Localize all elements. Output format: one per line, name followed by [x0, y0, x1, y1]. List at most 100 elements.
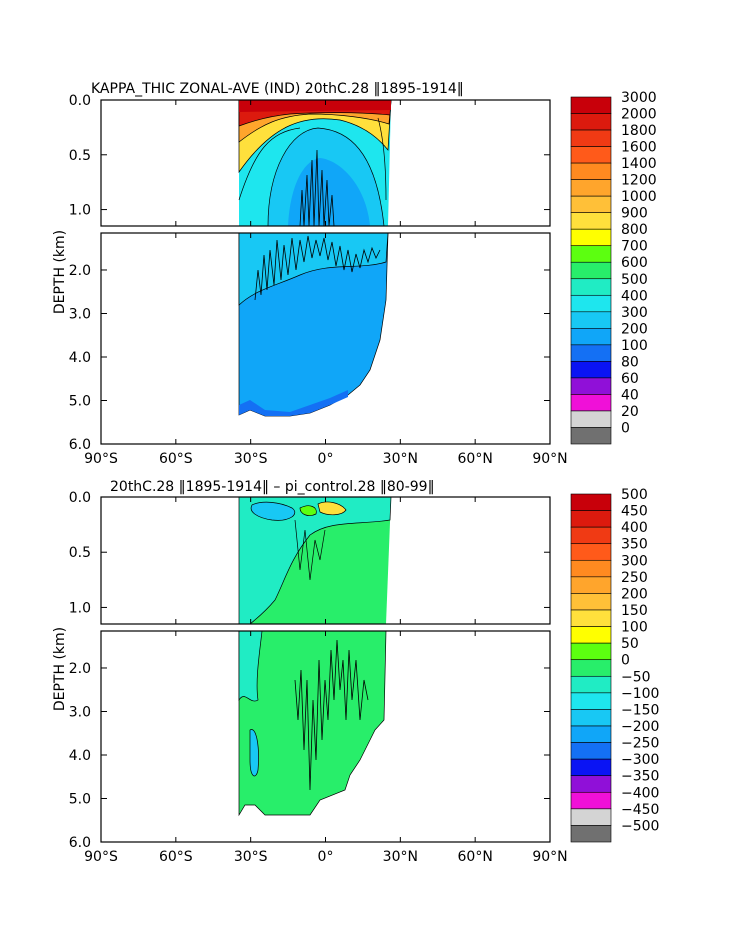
p1-colorbar-label: 40 [621, 387, 639, 403]
p2-colorbar-swatch [570, 510, 612, 528]
p1-ytick-label: 1.0 [69, 203, 91, 219]
p2-colorbar-label: −500 [621, 818, 659, 834]
p2-colorbar-label: 400 [621, 520, 648, 536]
p1-xtick-label: 90°N [532, 451, 567, 467]
p1-colorbar-label: 0 [621, 420, 630, 436]
p1-ytick-label: 5.0 [69, 393, 91, 409]
p1-colorbar-swatch [570, 212, 612, 230]
p1-colorbar-label: 100 [621, 338, 648, 354]
p2-ytick-label: 0.0 [69, 490, 91, 506]
panel-2-axes: 90°S 60°S 30°S 0° 30°N 60°N 90°N 0.0 0.5 1.0 2.0 3.… [69, 490, 568, 865]
p2-colorbar-swatch [570, 626, 612, 644]
p1-ytick-label: 2.0 [69, 263, 91, 279]
p1-colorbar-label: 3000 [621, 90, 657, 106]
p1-ytick-label: 3.0 [69, 306, 91, 322]
p1-colorbar-swatch [570, 410, 612, 428]
panel-2-upper-field [238, 497, 392, 624]
p2-colorbar-swatch [570, 576, 612, 594]
p1-colorbar-swatch [570, 228, 612, 247]
panel-1-title: KAPPA_THIC ZONAL-AVE (IND) 20thC.28 ‖189… [91, 81, 464, 97]
panel-1-axes: 90°S 60°S 30°S 0° 30°N 60°N 90°N 0.0 0.5 1.0 2.0 3.… [69, 93, 568, 467]
p2-colorbar-swatch [570, 775, 612, 793]
p1-contour-b [377, 117, 387, 201]
p2-colorbar-swatch [570, 725, 612, 743]
p2-xtick-label: 60°S [159, 849, 193, 865]
panel-2-title: 20thC.28 ‖1895-1914‖ – pi_control.28 ‖80… [110, 479, 435, 495]
p2-colorbar-swatch [570, 675, 612, 694]
p1-colorbar-label: 500 [621, 272, 648, 288]
p2-colorbar-label: −100 [621, 686, 659, 702]
p1-colorbar-label: 600 [621, 255, 648, 271]
p2-colorbar-label: 0 [621, 653, 630, 669]
p2-colorbar-swatch [570, 609, 612, 627]
p1-colorbar-label: 1800 [621, 123, 657, 139]
p2-colorbar-label: 200 [621, 586, 648, 602]
p1-colorbar-swatch [570, 328, 612, 346]
panel-2-ylabel: DEPTH (km) [52, 627, 68, 711]
p1-colorbar-swatch [570, 344, 612, 362]
p2-colorbar-label: 450 [621, 504, 648, 520]
p1-xtick-label: 0° [318, 451, 334, 467]
p1-colorbar-label: 20 [621, 404, 639, 420]
panel-1-upper-field [238, 100, 392, 226]
p1-ytick-label: 0.5 [69, 148, 91, 164]
p2-colorbar-swatch [570, 593, 612, 611]
p1-colorbar-label: 900 [621, 206, 648, 222]
p2-upper-cyan [238, 497, 392, 624]
p1-colorbar-swatch [570, 261, 612, 280]
panel-2-colorbar: 500450400350300250200150100500−50−100−15… [570, 487, 659, 843]
p2-xtick-label: 30°N [383, 849, 418, 865]
p1-colorbar-swatch [570, 113, 612, 131]
p2-colorbar-label: −50 [621, 669, 651, 685]
p1-colorbar-label: 1000 [621, 189, 657, 205]
p2-colorbar-swatch [570, 791, 612, 810]
p1-colorbar-label: 1600 [621, 140, 657, 156]
p1-xtick-label: 60°N [458, 451, 493, 467]
p1-colorbar-swatch [570, 129, 612, 147]
p1-xtick-label: 60°S [159, 451, 193, 467]
p1-colorbar-swatch [570, 311, 612, 329]
p1-colorbar-swatch [570, 96, 612, 114]
panel-2-lower-field [238, 631, 387, 817]
panel-2: 20thC.28 ‖1895-1914‖ – pi_control.28 ‖80… [52, 479, 659, 865]
p1-xtick-label: 90°S [84, 451, 118, 467]
p1-noise-upper [299, 149, 335, 226]
p1-colorbar-label: 700 [621, 239, 648, 255]
p1-colorbar-label: 60 [621, 371, 639, 387]
p2-colorbar-label: 50 [621, 636, 639, 652]
p2-colorbar-swatch [570, 742, 612, 760]
p1-colorbar-label: 2000 [621, 107, 657, 123]
p2-lower-blob [249, 729, 259, 777]
p2-colorbar-swatch [570, 526, 612, 545]
p2-xtick-label: 60°N [458, 849, 493, 865]
p2-colorbar-swatch [570, 559, 612, 578]
p2-colorbar-swatch [570, 825, 612, 843]
p2-xtick-label: 90°S [84, 849, 118, 865]
p1-xtick-label: 30°S [234, 451, 268, 467]
p2-colorbar-label: −350 [621, 769, 659, 785]
p1-colorbar-swatch [570, 162, 612, 180]
p1-ytick-label: 6.0 [69, 437, 91, 453]
p1-colorbar-swatch [570, 427, 612, 445]
p1-lower-bottom [239, 390, 348, 416]
p2-ytick-label: 3.0 [69, 704, 91, 720]
p1-surface [239, 100, 391, 112]
p2-lower-cyan [238, 631, 263, 702]
p2-colorbar-swatch [570, 692, 612, 710]
p2-upper-light [250, 501, 296, 521]
p2-colorbar-swatch [570, 808, 612, 826]
p1-colorbar-label: 200 [621, 321, 648, 337]
p1-colorbar-swatch [570, 245, 612, 263]
p2-colorbar-label: 300 [621, 553, 648, 569]
p2-colorbar-label: 150 [621, 603, 648, 619]
p2-colorbar-label: −400 [621, 785, 659, 801]
panel-1-ylabel: DEPTH (km) [52, 230, 68, 314]
panel-1: KAPPA_THIC ZONAL-AVE (IND) 20thC.28 ‖189… [52, 81, 657, 467]
p1-colorbar-swatch [570, 361, 612, 379]
p1-noise-lower [254, 235, 381, 301]
p1-contour-a [238, 127, 301, 201]
p1-ytick-label: 4.0 [69, 350, 91, 366]
p2-upper-green [299, 505, 317, 516]
p1-xtick-label: 30°N [383, 451, 418, 467]
p2-colorbar-label: 500 [621, 487, 648, 503]
